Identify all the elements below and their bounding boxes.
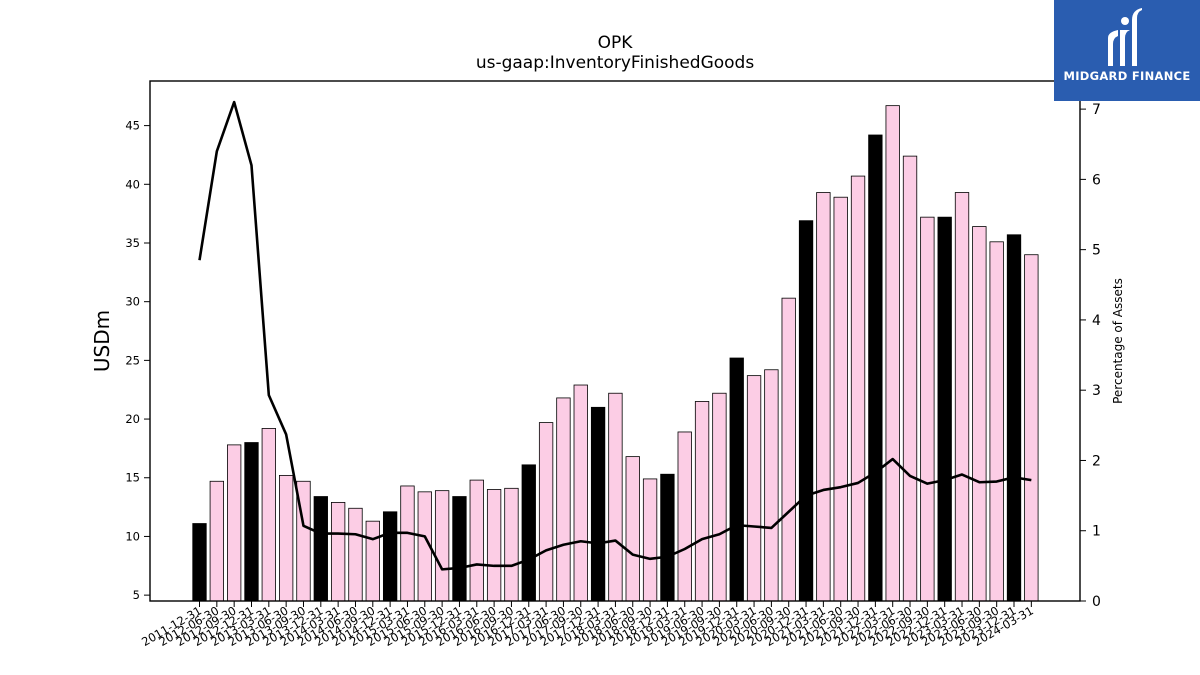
bar — [833, 196, 848, 602]
bar — [434, 490, 450, 602]
bar — [746, 375, 762, 602]
y-tick-label: 5 — [133, 588, 140, 602]
bar — [244, 442, 259, 602]
y-tick-label: 20 — [125, 412, 140, 426]
bar — [850, 175, 866, 602]
bar — [642, 478, 658, 602]
bar — [348, 507, 363, 602]
midgard-m-icon — [1108, 8, 1142, 66]
bar — [209, 480, 224, 602]
y2-axis-label: Percentage of Assets — [1111, 278, 1125, 404]
y2-tick-label: 1 — [1092, 524, 1101, 540]
bar — [902, 155, 918, 602]
y2-tick-label: 2 — [1092, 453, 1101, 469]
bar — [1006, 234, 1022, 602]
bar — [504, 487, 519, 602]
y-tick-label: 35 — [125, 236, 140, 250]
bar — [677, 431, 692, 602]
bar — [452, 496, 467, 602]
bar — [227, 444, 242, 602]
y-tick-label: 15 — [125, 471, 140, 485]
y-tick-label: 30 — [125, 295, 140, 309]
bar — [954, 192, 970, 602]
bar — [486, 489, 502, 602]
bar — [798, 220, 814, 602]
bar — [469, 479, 484, 602]
percentage-line — [198, 100, 1032, 571]
y-tick-label: 25 — [125, 353, 140, 367]
bar — [625, 456, 640, 602]
bar — [400, 485, 415, 602]
bar — [313, 496, 328, 602]
chart-subtitle: us-gaap:InventoryFinishedGoods — [475, 53, 755, 73]
bar — [590, 406, 606, 602]
bar — [1024, 254, 1039, 602]
bar — [920, 216, 935, 602]
bar — [937, 216, 952, 602]
bar — [781, 297, 796, 602]
y-tick-label: 10 — [125, 529, 140, 543]
bar — [868, 134, 883, 602]
y2-tick-label: 5 — [1092, 243, 1101, 259]
bar — [521, 464, 536, 602]
bar — [660, 473, 675, 602]
logo-text: MIDGARD FINANCE — [1063, 69, 1191, 83]
y2-tick-label: 3 — [1092, 383, 1101, 399]
bar — [330, 501, 346, 602]
bar — [556, 397, 571, 602]
bar — [382, 511, 398, 602]
y-axis-label: USDm — [90, 310, 114, 372]
bar — [885, 105, 900, 602]
bar — [278, 474, 294, 602]
bar — [261, 428, 276, 602]
bar — [764, 369, 779, 602]
bar — [608, 392, 623, 602]
bar — [989, 241, 1004, 602]
bar — [538, 422, 554, 602]
y2-tick-label: 7 — [1092, 102, 1101, 118]
bar — [694, 401, 710, 602]
bar — [712, 392, 727, 602]
bar — [365, 520, 380, 602]
bar — [816, 192, 831, 602]
bar — [729, 357, 744, 602]
bar — [972, 226, 987, 602]
bar — [192, 523, 207, 602]
y2-tick-label: 0 — [1092, 594, 1101, 610]
y2-tick-label: 6 — [1092, 172, 1101, 188]
y-tick-label: 45 — [125, 119, 140, 133]
chart-title: OPK — [597, 33, 633, 53]
y2-tick-label: 4 — [1092, 313, 1101, 329]
y-tick-label: 40 — [125, 177, 140, 191]
midgard-finance-logo: MIDGARD FINANCE — [1054, 0, 1200, 101]
bar — [573, 384, 588, 602]
